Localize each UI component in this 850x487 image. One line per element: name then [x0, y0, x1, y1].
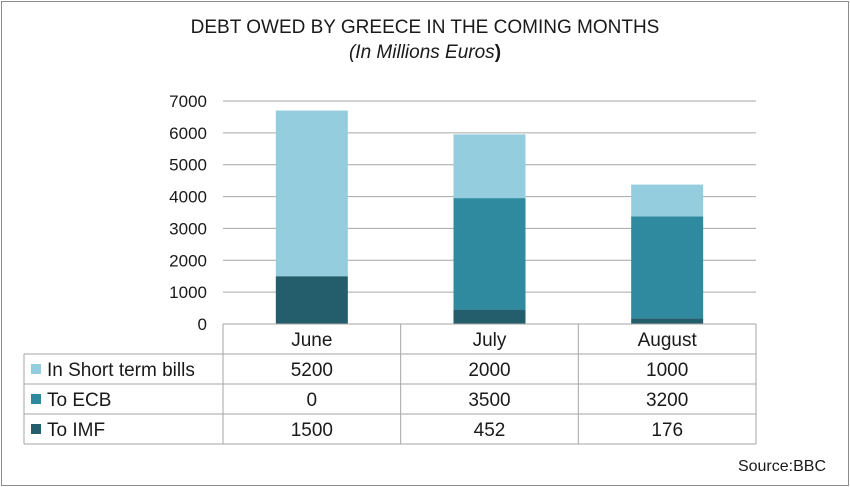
- legend-key: [31, 394, 41, 404]
- bar-segment: [275, 110, 348, 277]
- y-tick-label: 2000: [169, 251, 207, 270]
- table-value: 452: [474, 420, 506, 441]
- chart-subtitle: (In Millions Euros): [0, 42, 850, 64]
- bar-segment: [631, 216, 704, 319]
- category-label: July: [473, 330, 507, 351]
- chart-subtitle-text: (In Millions Euros: [348, 42, 495, 63]
- bar-segment: [631, 184, 704, 217]
- y-tick-label: 0: [198, 315, 207, 334]
- table-value: 1500: [291, 420, 333, 441]
- table-value: 3500: [468, 390, 510, 411]
- table-value: 5200: [291, 360, 333, 381]
- category-label: June: [291, 330, 332, 351]
- bar-segment: [453, 134, 526, 199]
- table-value: 3200: [646, 390, 688, 411]
- chart-subtitle-paren: ): [494, 42, 502, 63]
- table-value: 0: [307, 390, 318, 411]
- table-value: 176: [651, 420, 683, 441]
- y-tick-label: 1000: [169, 283, 207, 302]
- y-tick-label: 6000: [169, 124, 207, 143]
- chart-title: DEBT OWED BY GREECE IN THE COMING MONTHS: [190, 17, 660, 38]
- series-label: To ECB: [47, 390, 111, 411]
- bar-segment: [631, 318, 704, 324]
- y-tick-label: 4000: [169, 188, 207, 207]
- legend-key: [31, 424, 41, 434]
- series-label: To IMF: [47, 420, 105, 441]
- series-label: In Short term bills: [47, 360, 195, 381]
- bar-segment: [453, 309, 526, 324]
- category-label: August: [638, 330, 698, 351]
- y-tick-label: 5000: [169, 156, 207, 175]
- bar-segment: [275, 276, 348, 324]
- y-tick-label: 7000: [169, 92, 207, 111]
- y-tick-label: 3000: [169, 219, 207, 238]
- source-note: Source:BBC: [737, 458, 826, 475]
- table-value: 2000: [468, 360, 510, 381]
- legend-key: [31, 364, 41, 374]
- table-value: 1000: [646, 360, 688, 381]
- bar-segment: [453, 198, 526, 310]
